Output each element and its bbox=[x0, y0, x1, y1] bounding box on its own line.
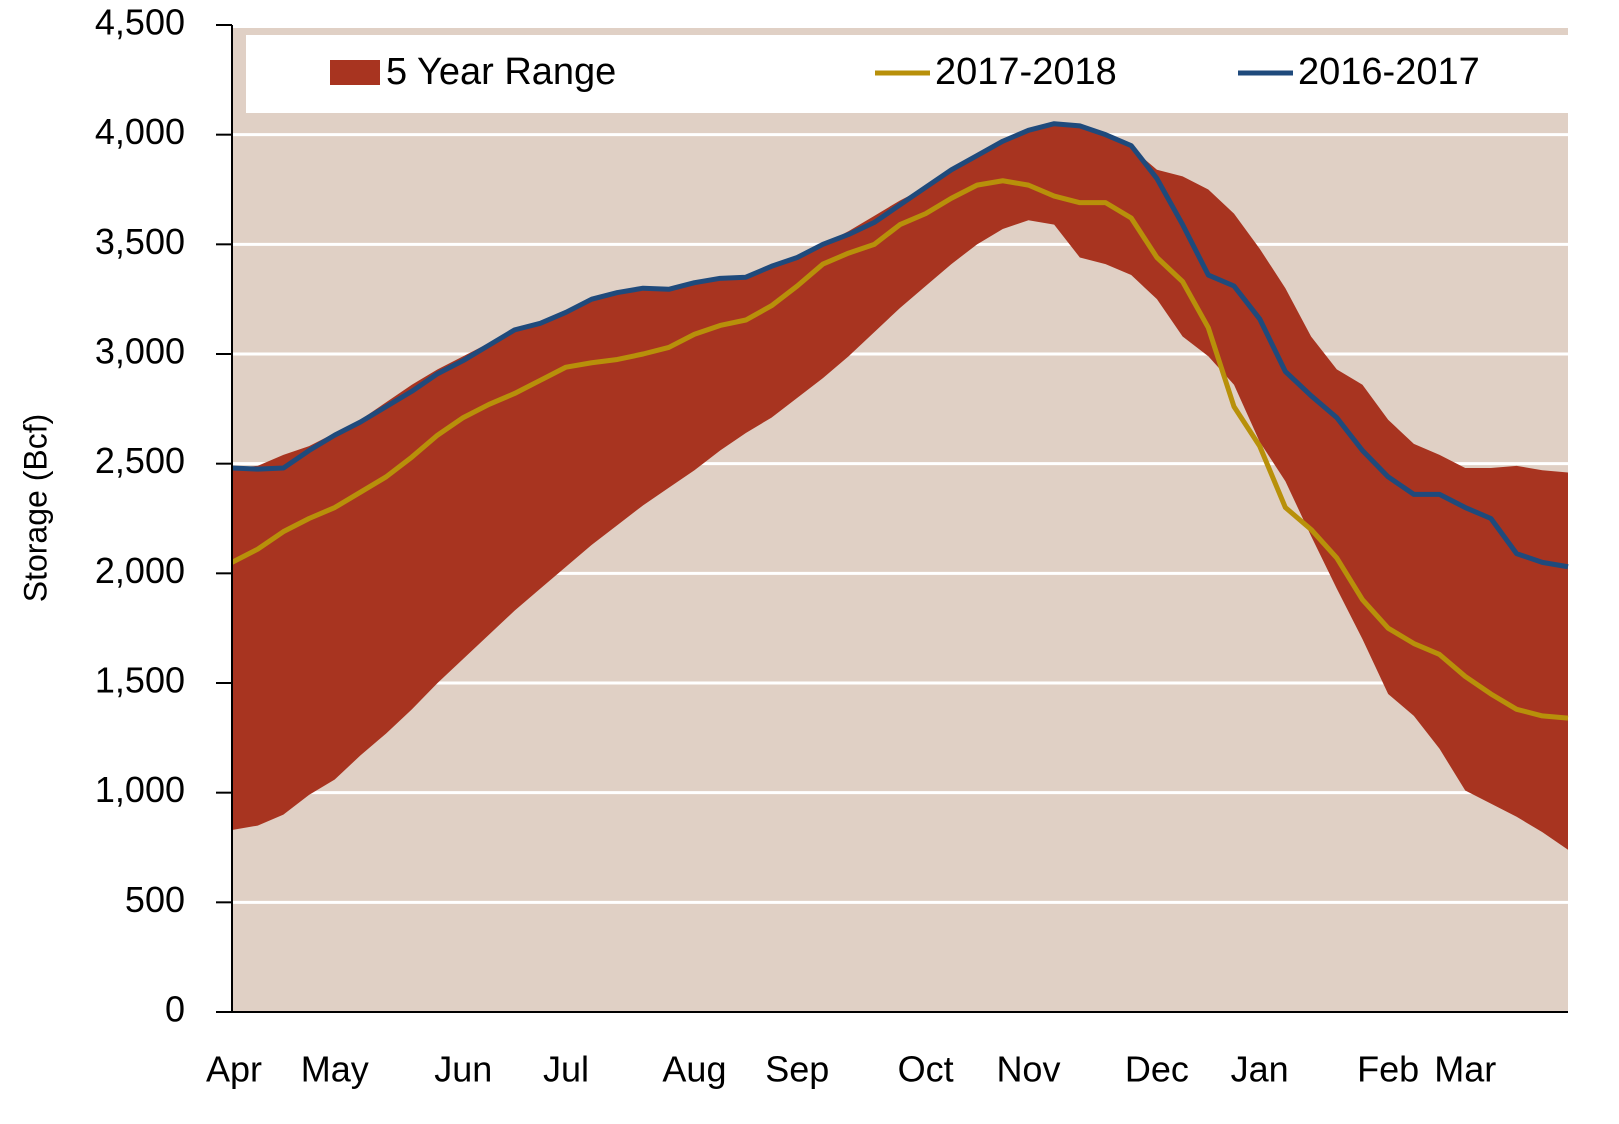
legend-label: 2017-2018 bbox=[935, 51, 1117, 93]
legend-label: 2016-2017 bbox=[1298, 51, 1480, 93]
x-tick-label: Aug bbox=[662, 1049, 726, 1090]
y-tick-label: 0 bbox=[165, 989, 185, 1030]
x-tick-label: May bbox=[301, 1049, 369, 1090]
x-tick-label: Sep bbox=[765, 1049, 829, 1090]
x-tick-label: Jun bbox=[434, 1049, 492, 1090]
x-tick-label: Apr bbox=[206, 1049, 262, 1090]
y-tick-label: 1,000 bbox=[95, 769, 185, 810]
y-tick-label: 2,000 bbox=[95, 550, 185, 591]
x-tick-label: Nov bbox=[996, 1049, 1060, 1090]
y-axis-label: Storage (Bcf) bbox=[17, 414, 53, 603]
legend: 5 Year Range 2017-2018 2016-2017 bbox=[246, 35, 1568, 113]
series-line bbox=[230, 178, 1569, 721]
x-tick-label: Oct bbox=[898, 1049, 954, 1090]
x-tick-label: Jan bbox=[1231, 1049, 1289, 1090]
x-tick-label: Dec bbox=[1125, 1049, 1189, 1090]
y-tick-label: 500 bbox=[125, 879, 185, 920]
range-area bbox=[232, 125, 1568, 850]
x-tick-label: Mar bbox=[1434, 1049, 1496, 1090]
marks bbox=[230, 121, 1569, 850]
y-tick-label: 2,500 bbox=[95, 440, 185, 481]
y-tick-label: 4,500 bbox=[95, 2, 185, 43]
legend-label: 5 Year Range bbox=[386, 51, 616, 93]
y-tick-label: 3,500 bbox=[95, 221, 185, 262]
series-line bbox=[231, 121, 1569, 570]
legend-swatch bbox=[330, 60, 380, 85]
y-tick-label: 3,000 bbox=[95, 331, 185, 372]
y-tick-label: 4,000 bbox=[95, 111, 185, 152]
x-tick-label: Feb bbox=[1357, 1049, 1419, 1090]
y-tick-label: 1,500 bbox=[95, 660, 185, 701]
x-tick-label: Jul bbox=[543, 1049, 589, 1090]
